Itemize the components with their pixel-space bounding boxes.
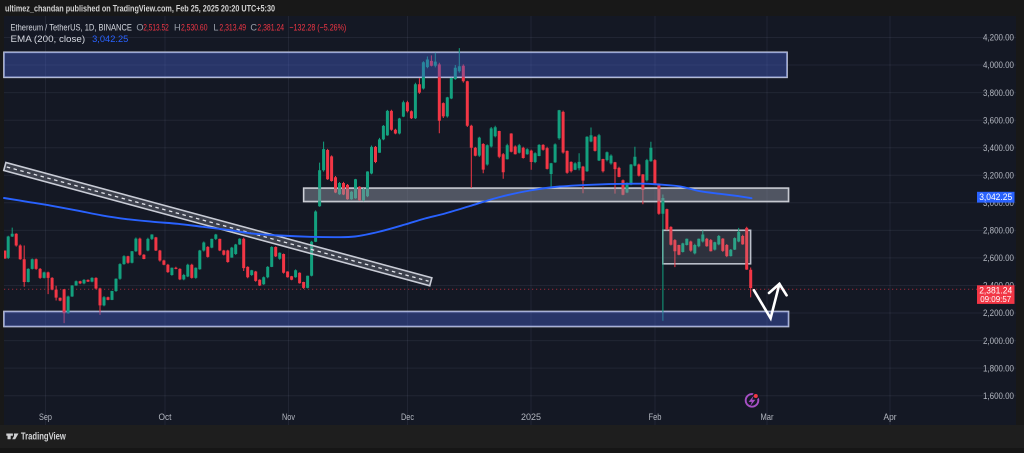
svg-text:1,600.00: 1,600.00 <box>983 391 1014 401</box>
svg-text:2,200.00: 2,200.00 <box>983 308 1014 318</box>
svg-text:2,600.00: 2,600.00 <box>983 253 1014 263</box>
svg-text:Oct: Oct <box>159 412 172 422</box>
svg-text:1,800.00: 1,800.00 <box>983 363 1014 373</box>
svg-text:3,400.00: 3,400.00 <box>983 143 1014 153</box>
svg-text:−132.28 (−5.26%): −132.28 (−5.26%) <box>289 22 346 32</box>
svg-text:TradingView: TradingView <box>21 432 66 443</box>
svg-text:Sep: Sep <box>39 412 52 422</box>
svg-text:Ethereum / TetherUS, 1D, BINAN: Ethereum / TetherUS, 1D, BINANCE <box>11 22 132 32</box>
svg-text:3,800.00: 3,800.00 <box>983 88 1014 98</box>
svg-text:4,000.00: 4,000.00 <box>983 60 1014 70</box>
svg-text:3,200.00: 3,200.00 <box>983 170 1014 180</box>
svg-text:2,800.00: 2,800.00 <box>983 226 1014 236</box>
svg-text:H: H <box>174 22 181 32</box>
svg-text:2,000.00: 2,000.00 <box>983 336 1014 346</box>
svg-text:L: L <box>213 22 218 32</box>
svg-text:O: O <box>136 22 143 32</box>
svg-text:3,600.00: 3,600.00 <box>983 115 1014 125</box>
svg-text:2,381.24: 2,381.24 <box>257 22 284 32</box>
svg-text:Apr: Apr <box>884 412 897 422</box>
svg-text:09:09:57: 09:09:57 <box>980 294 1011 304</box>
svg-text:3,042.25: 3,042.25 <box>92 34 128 44</box>
svg-text:3,042.25: 3,042.25 <box>979 192 1012 202</box>
svg-text:Mar: Mar <box>761 412 774 422</box>
svg-text:2,513.52: 2,513.52 <box>143 22 169 32</box>
svg-text:EMA (200, close): EMA (200, close) <box>11 34 86 44</box>
svg-text:Feb: Feb <box>649 412 662 422</box>
svg-text:2,313.49: 2,313.49 <box>219 22 246 32</box>
svg-text:ultimez_chandan published on T: ultimez_chandan published on TradingView… <box>5 3 275 13</box>
svg-text:2,530.60: 2,530.60 <box>181 22 208 32</box>
svg-text:3,000.00: 3,000.00 <box>983 198 1014 208</box>
svg-text:4,200.00: 4,200.00 <box>983 33 1014 43</box>
svg-text:2025: 2025 <box>521 412 541 422</box>
svg-text:C: C <box>250 22 257 32</box>
svg-text:Nov: Nov <box>282 412 295 422</box>
svg-text:Dec: Dec <box>401 412 414 422</box>
svg-text:2,381.24: 2,381.24 <box>979 285 1012 295</box>
